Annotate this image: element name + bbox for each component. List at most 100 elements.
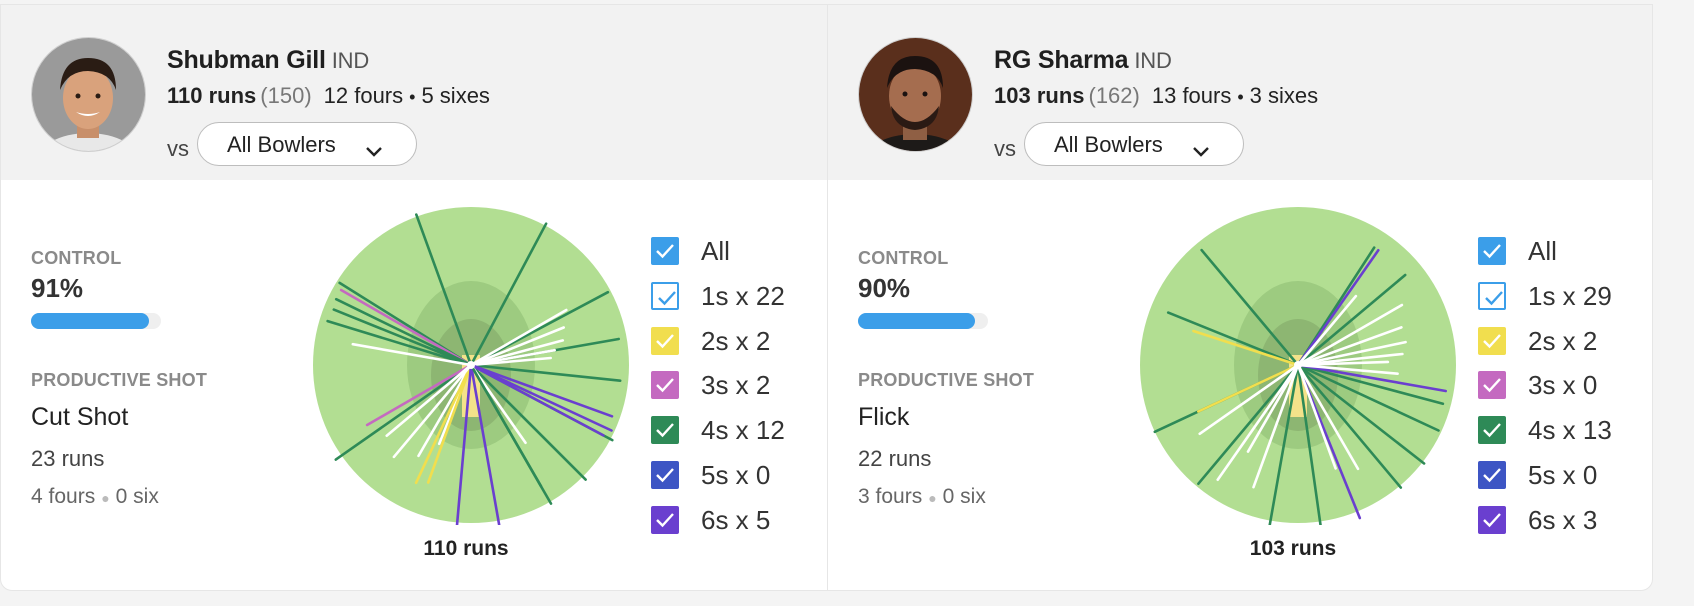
legend-item[interactable]: 3s x 2 [651,370,821,405]
legend-item[interactable]: 4s x 13 [1478,415,1648,450]
legend-checkbox[interactable] [651,326,679,355]
shot-line-sixes [469,363,501,525]
checkmark-icon [656,333,674,348]
legend-item[interactable]: 4s x 12 [651,415,821,450]
control-label: CONTROL [31,248,122,268]
legend-item[interactable]: 5s x 0 [651,460,821,495]
legend-label: 6s x 5 [701,504,771,535]
shot-line-ones [392,363,473,459]
checkmark-icon [656,244,674,259]
runs-scored: 103 runs [994,83,1085,108]
legend-checkbox[interactable] [651,416,679,445]
player-name: RG Sharma IND [994,46,1172,74]
fours-count: 13 fours [1151,83,1232,108]
shot-line-twos [414,363,473,485]
wagon-wheel-total: 110 runs [423,537,509,560]
legend-checkbox[interactable] [651,371,679,400]
shot-line-fours [1296,363,1445,406]
sixes-count: 5 sixes [421,83,490,108]
legend-checkbox[interactable] [1478,237,1506,265]
control-value: 91% [31,273,84,303]
shot-line-fours [1197,363,1300,485]
legend-checkbox[interactable] [1478,505,1506,534]
legend-item[interactable]: 5s x 0 [1478,460,1648,495]
bowler-filter-dropdown[interactable]: All Bowlers [1024,122,1244,166]
legend-item[interactable]: 2s x 2 [1478,326,1648,361]
shot-line-fours [332,308,473,367]
shot-line-sixes [1296,363,1447,393]
legend-checkbox[interactable] [651,281,679,310]
productive-shot-label: PRODUCTIVE SHOT [31,370,208,390]
player-header: Shubman Gill IND 110 runs (150) 12 fours • 5 … [1,5,827,180]
separator-dot: • [409,87,416,107]
bowler-filter-value: All Bowlers [1054,132,1163,157]
productive-sixes: 0 six [942,485,986,508]
legend-item[interactable]: 1s x 22 [651,280,821,316]
bowler-filter-value: All Bowlers [227,132,336,157]
chevron-down-icon [1193,138,1209,164]
legend-checkbox[interactable] [1478,416,1506,445]
legend-checkbox[interactable] [651,505,679,534]
shot-line-sixes [469,363,614,418]
shot-line-fours [1296,363,1403,489]
legend-checkbox[interactable] [1478,371,1506,400]
checkmark-icon [656,512,674,528]
shot-line-ones [1296,294,1358,367]
legend-label: 4s x 13 [1528,415,1612,446]
legend-checkbox[interactable] [1478,281,1506,310]
shot-line-sixes [469,363,605,437]
shot-line-ones [469,356,552,367]
shot-line-fours [334,297,473,367]
player-avatar [858,37,973,152]
separator-dot: ● [101,490,110,506]
shot-line-ones [1296,303,1404,367]
shot-line-ones [1296,363,1360,471]
balls-faced: (150) [260,83,312,108]
productive-fours: 4 fours [31,485,96,508]
legend-item[interactable]: 1s x 29 [1478,281,1648,316]
shot-line-ones [1216,363,1300,481]
productive-sixes: 0 six [115,485,159,508]
legend-label: 6s x 3 [1528,504,1598,535]
shot-line-fours [469,363,543,488]
shot-line-twos [426,363,473,484]
checkmark-icon [658,290,676,306]
legend-item[interactable]: 6s x 3 [1478,504,1648,540]
legend-checkbox[interactable] [1478,461,1506,489]
legend-item[interactable]: All [651,236,821,271]
shot-line-fours [414,213,473,367]
legend-label: 4s x 12 [701,415,785,446]
legend-item[interactable]: 2s x 2 [651,325,821,361]
shot-line-fours [469,222,548,367]
shot-line-fours [469,363,622,382]
player-avatar [31,37,146,152]
shot-line-fours [1296,273,1407,367]
shot-line-sixes [1296,249,1380,367]
shot-line-ones [469,363,527,445]
checkmark-icon [1483,378,1501,393]
legend-label: 1s x 22 [701,280,785,311]
player-team: IND [331,48,370,73]
shot-line-threes [365,363,473,427]
legend-label: 2s x 2 [701,325,771,356]
wagon-wheel-chart [313,207,629,525]
bowler-filter-dropdown[interactable]: All Bowlers [197,122,417,166]
vs-label: vs [994,136,1016,161]
legend-checkbox[interactable] [651,237,679,265]
legend-item[interactable]: 3s x 0 [1478,370,1648,405]
checkmark-icon [1483,468,1501,483]
shot-line-ones [469,326,565,367]
productive-shot-name: Cut Shot [31,403,129,431]
checkmark-icon [1483,423,1501,438]
legend-item[interactable]: All [1478,236,1648,271]
productive-shot-boundaries: 4 fours ● 0 six [31,485,159,509]
legend-item[interactable]: 6s x 5 [651,504,821,540]
control-label: CONTROL [858,248,949,268]
legend-checkbox[interactable] [651,461,679,489]
shot-line-ones [417,363,473,458]
batter-position [467,361,475,369]
batting-comparison-card: Shubman Gill IND 110 runs (150) 12 fours • 5 … [0,4,1653,591]
wagon-wheel-chart [1140,207,1456,525]
legend-checkbox[interactable] [1478,326,1506,355]
balls-faced: (162) [1088,83,1140,108]
